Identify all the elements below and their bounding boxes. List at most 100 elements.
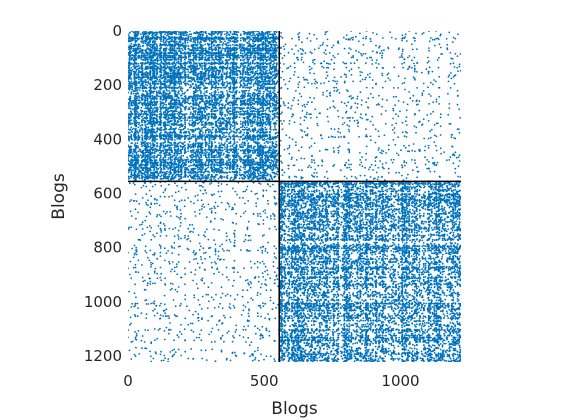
nonzero-marker (269, 115, 272, 118)
nonzero-marker (144, 83, 147, 86)
nonzero-marker (137, 43, 140, 45)
nonzero-marker (220, 142, 223, 145)
nonzero-marker (203, 92, 205, 95)
nonzero-marker (187, 56, 190, 59)
nonzero-marker (235, 103, 238, 106)
nonzero-marker (168, 35, 170, 38)
nonzero-marker (211, 126, 214, 129)
nonzero-marker (177, 60, 180, 63)
nonzero-marker (242, 39, 245, 42)
nonzero-marker (203, 77, 206, 80)
nonzero-marker (246, 100, 249, 103)
nonzero-marker (180, 31, 182, 32)
nonzero-marker (222, 62, 225, 65)
nonzero-marker (250, 147, 253, 149)
nonzero-marker (226, 174, 229, 177)
nonzero-marker (223, 176, 226, 178)
nonzero-marker (204, 126, 207, 129)
nonzero-marker (160, 174, 163, 177)
nonzero-marker (162, 104, 165, 107)
nonzero-marker (267, 55, 269, 58)
nonzero-marker (241, 143, 243, 145)
nonzero-marker (144, 59, 147, 62)
nonzero-marker (163, 168, 166, 170)
nonzero-marker (191, 119, 194, 122)
nonzero-marker (184, 91, 186, 94)
nonzero-marker (130, 126, 133, 129)
nonzero-marker (224, 115, 227, 117)
nonzero-marker (226, 90, 228, 92)
nonzero-marker (175, 98, 178, 101)
nonzero-marker (262, 32, 265, 34)
nonzero-marker (162, 142, 165, 144)
nonzero-marker (229, 123, 232, 126)
nonzero-marker (226, 84, 229, 87)
nonzero-marker (130, 66, 133, 69)
nonzero-marker (168, 154, 170, 157)
nonzero-marker (182, 52, 184, 55)
nonzero-marker (151, 34, 153, 37)
nonzero-marker (190, 105, 193, 108)
nonzero-marker (155, 43, 158, 46)
nonzero-marker (220, 177, 223, 180)
nonzero-marker (168, 173, 171, 176)
nonzero-marker (184, 84, 187, 87)
nonzero-marker (229, 145, 232, 148)
nonzero-marker (196, 146, 199, 149)
nonzero-marker (139, 33, 142, 36)
nonzero-marker (137, 72, 140, 75)
nonzero-marker (248, 42, 250, 45)
nonzero-marker (244, 71, 247, 73)
nonzero-marker (275, 140, 278, 143)
nonzero-marker (243, 131, 246, 134)
nonzero-marker (266, 74, 269, 77)
nonzero-marker (190, 35, 192, 38)
nonzero-marker (131, 68, 134, 71)
nonzero-marker (139, 154, 142, 157)
nonzero-marker (202, 65, 204, 67)
nonzero-marker (193, 163, 196, 166)
nonzero-marker (153, 90, 156, 93)
nonzero-marker (164, 33, 167, 36)
nonzero-marker (252, 42, 255, 45)
nonzero-marker (159, 156, 162, 159)
nonzero-marker (140, 106, 143, 109)
nonzero-marker (183, 38, 186, 40)
nonzero-marker (169, 40, 172, 43)
nonzero-marker (194, 52, 197, 55)
nonzero-marker (204, 164, 207, 167)
nonzero-marker (211, 145, 214, 148)
nonzero-marker (181, 77, 184, 80)
nonzero-marker (238, 177, 241, 180)
nonzero-marker (221, 60, 224, 63)
nonzero-marker (208, 62, 210, 64)
nonzero-marker (181, 38, 184, 41)
nonzero-marker (214, 174, 217, 177)
nonzero-marker (261, 96, 264, 98)
nonzero-marker (181, 87, 184, 90)
nonzero-marker (269, 110, 272, 113)
nonzero-marker (132, 92, 135, 95)
nonzero-marker (224, 107, 226, 110)
nonzero-marker (168, 146, 171, 149)
nonzero-marker (128, 82, 129, 85)
nonzero-marker (212, 126, 215, 129)
nonzero-marker (128, 105, 131, 108)
nonzero-marker (217, 91, 220, 94)
nonzero-marker (198, 121, 201, 124)
nonzero-marker (171, 168, 174, 171)
nonzero-marker (244, 113, 247, 115)
nonzero-marker (153, 140, 156, 143)
nonzero-marker (129, 32, 131, 34)
nonzero-marker (210, 97, 213, 100)
nonzero-marker (170, 147, 173, 149)
nonzero-marker (269, 120, 272, 123)
nonzero-marker (239, 123, 242, 125)
nonzero-marker (195, 117, 197, 119)
nonzero-marker (239, 65, 242, 67)
nonzero-marker (200, 137, 203, 140)
nonzero-marker (244, 152, 247, 155)
nonzero-marker (248, 90, 250, 92)
nonzero-marker (133, 120, 135, 122)
nonzero-marker (224, 103, 227, 106)
